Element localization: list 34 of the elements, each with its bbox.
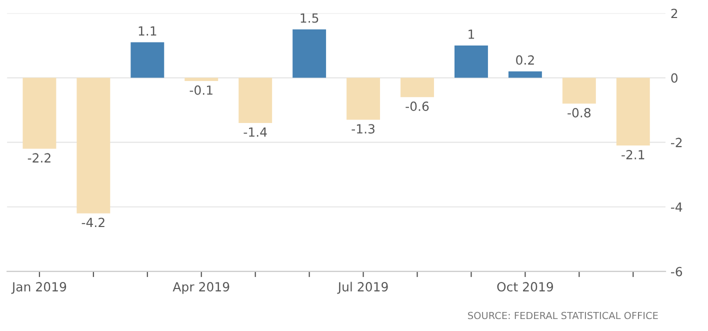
- data-label: -2.2: [28, 153, 50, 162]
- bar: [400, 78, 434, 98]
- data-label: 1.5: [300, 13, 318, 23]
- y-tick-label: 2: [671, 8, 678, 18]
- x-tick-label: Apr 2019: [172, 282, 230, 294]
- bar: [292, 29, 326, 78]
- y-tick-label: -2: [670, 138, 682, 148]
- y-tick-label: -6: [670, 266, 682, 276]
- x-tick-label: Jul 2019: [337, 282, 388, 294]
- y-tick-label: 0: [671, 73, 678, 83]
- bar: [508, 71, 542, 78]
- data-label: 0.2: [516, 55, 534, 65]
- data-label: -2.1: [622, 150, 644, 160]
- data-label: -0.1: [190, 85, 212, 95]
- data-label: 1.1: [138, 26, 156, 36]
- bar: [184, 78, 218, 82]
- bar: [130, 42, 164, 78]
- data-label: -1.4: [244, 128, 267, 137]
- data-label: -0.8: [568, 108, 591, 118]
- bar: [454, 46, 488, 78]
- bar: [76, 78, 110, 214]
- bar: [616, 78, 650, 146]
- data-label: -1.3: [352, 124, 374, 134]
- data-label: -0.6: [406, 102, 429, 111]
- data-label: 1: [468, 30, 474, 39]
- data-label: -4.2: [82, 218, 104, 227]
- y-tick-label: -4: [670, 202, 682, 212]
- bar: [346, 78, 380, 120]
- bar: [562, 78, 596, 104]
- bar: [22, 78, 56, 149]
- bar: [238, 78, 272, 123]
- source-note: SOURCE: FEDERAL STATISTICAL OFFICE: [468, 312, 658, 320]
- x-tick-label: Jan 2019: [11, 282, 66, 294]
- x-tick-label: Oct 2019: [497, 282, 554, 292]
